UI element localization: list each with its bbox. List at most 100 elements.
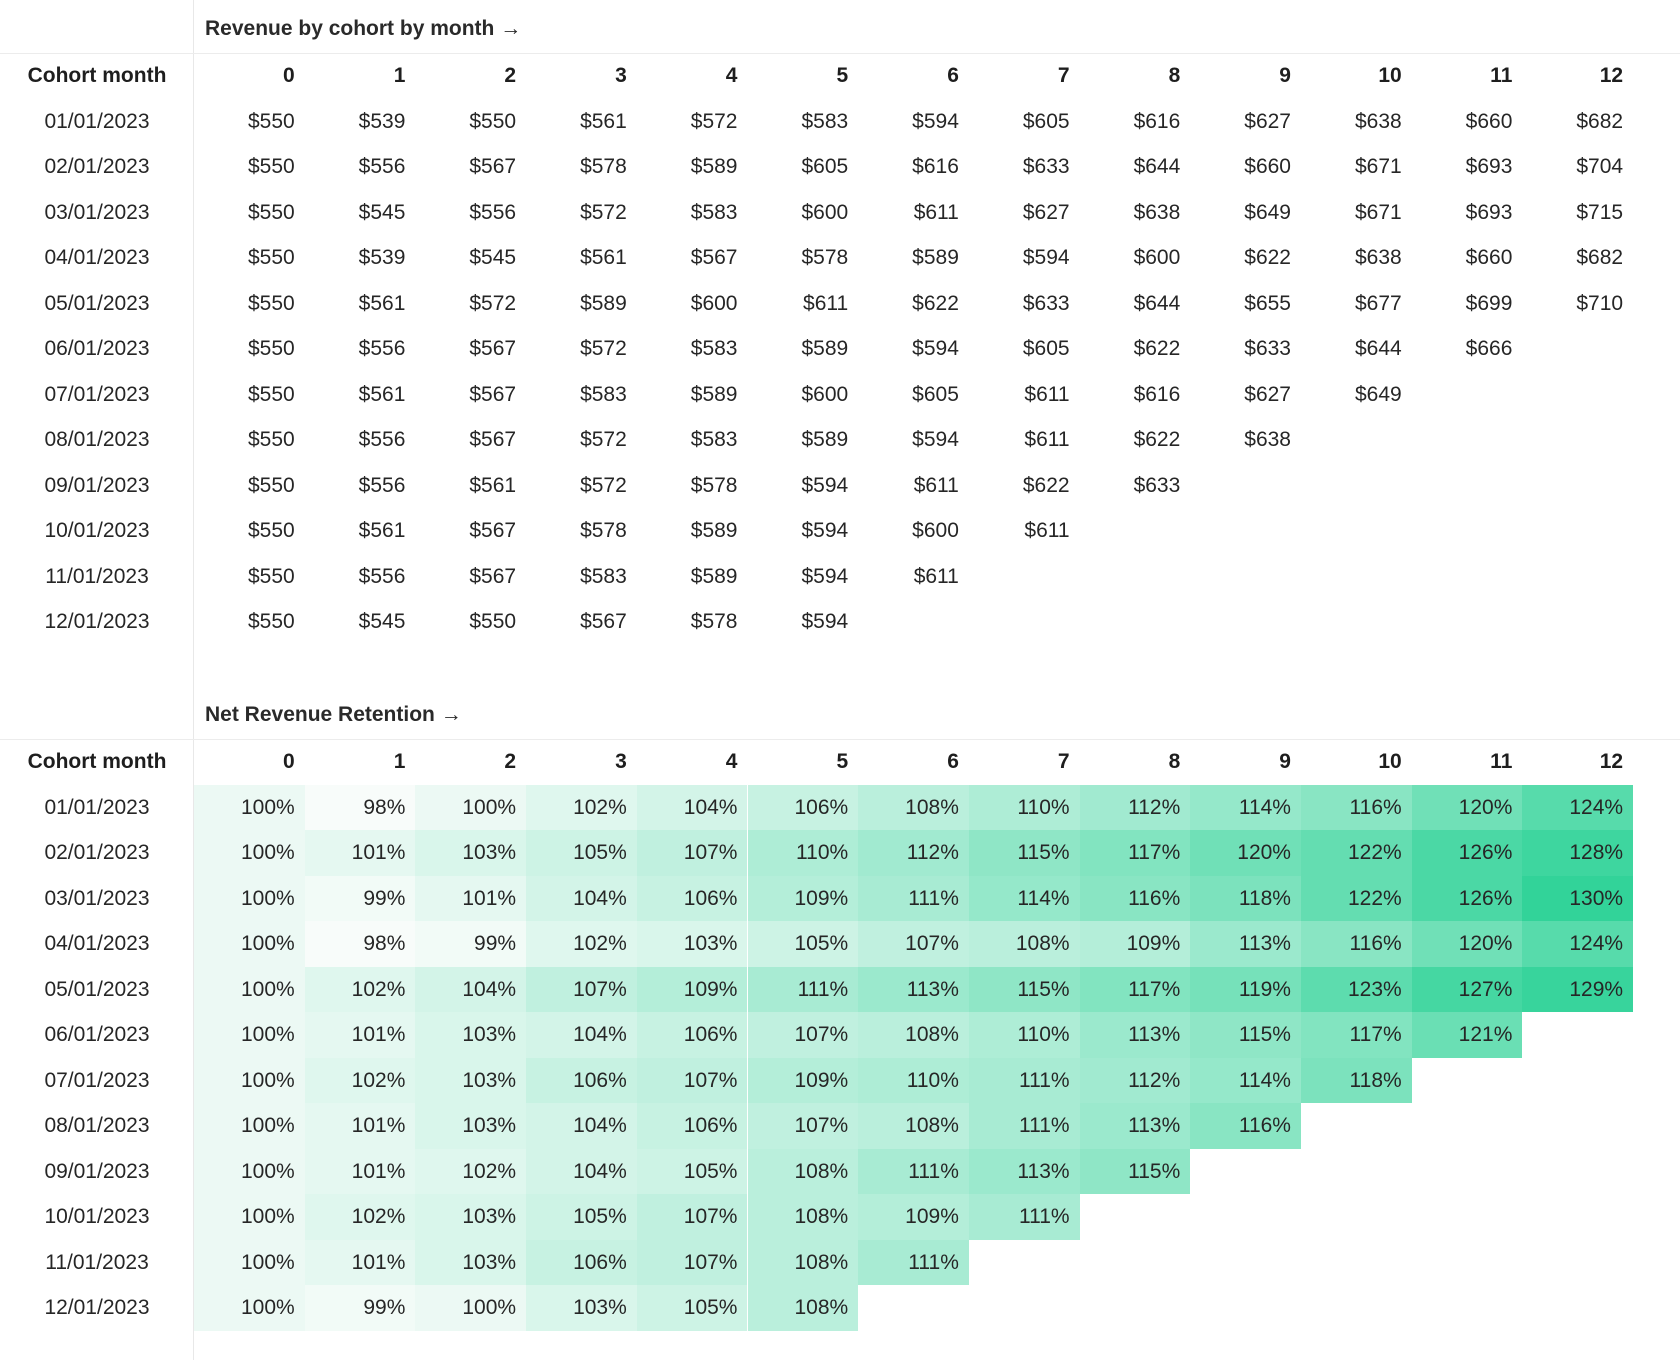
column-header[interactable]: 11 xyxy=(1490,750,1513,773)
column-header[interactable]: 5 xyxy=(836,750,849,773)
table-row: 06/01/2023 $550 $556 $567 $572 $583 $589 $594 $6… xyxy=(0,326,1680,372)
column-header[interactable]: 2 xyxy=(504,64,517,87)
revenue-cell: $539 xyxy=(358,109,406,133)
revenue-cell: $594 xyxy=(801,519,849,542)
nrr-cell: 114% xyxy=(1190,784,1301,830)
column-header[interactable]: 1 xyxy=(393,64,406,87)
revenue-cell: $567 xyxy=(469,382,517,406)
nrr-cell: 106% xyxy=(636,1012,748,1058)
cohort-label: 10/01/2023 xyxy=(44,1205,150,1228)
revenue-cell: $622 xyxy=(1022,473,1070,497)
table-row: 09/01/2023 $550 $556 $561 $572 $578 $594 $611 $6… xyxy=(0,463,1680,509)
revenue-cell: $594 xyxy=(801,564,849,588)
revenue-section-title[interactable]: Revenue by cohort by month → xyxy=(205,17,522,40)
column-header[interactable]: 11 xyxy=(1490,64,1513,87)
nrr-cell: 112% xyxy=(1079,784,1191,830)
revenue-cell: $545 xyxy=(358,200,406,224)
revenue-cell: $567 xyxy=(469,337,517,360)
cohort-month-header[interactable]: Cohort month xyxy=(27,64,167,87)
nrr-cell: 118% xyxy=(1190,875,1301,921)
column-divider xyxy=(193,0,194,1360)
column-header[interactable]: 3 xyxy=(615,64,627,87)
nrr-cell: 117% xyxy=(1079,966,1191,1012)
column-header[interactable]: 4 xyxy=(725,750,738,773)
nrr-cell: 104% xyxy=(526,1103,637,1149)
revenue-cell: $649 xyxy=(1244,200,1291,224)
revenue-cell: $550 xyxy=(469,610,517,633)
column-header[interactable]: 3 xyxy=(615,750,627,773)
cohort-label: 05/01/2023 xyxy=(44,291,150,315)
nrr-cell: 108% xyxy=(747,1239,859,1285)
column-header[interactable]: 12 xyxy=(1599,750,1624,773)
cohort-month-header[interactable]: Cohort month xyxy=(27,750,167,773)
revenue-cell: $589 xyxy=(690,382,738,406)
revenue-cell: $611 xyxy=(1024,428,1070,451)
nrr-cell: 112% xyxy=(858,830,969,876)
revenue-cell: $611 xyxy=(913,473,959,497)
nrr-cell: 101% xyxy=(304,1239,416,1285)
cohort-label: 01/01/2023 xyxy=(44,795,150,819)
nrr-cell: 111% xyxy=(858,1239,969,1285)
nrr-cell: 129% xyxy=(1522,966,1634,1012)
column-header[interactable]: 7 xyxy=(1057,750,1070,773)
revenue-cell: $572 xyxy=(690,109,738,133)
revenue-cell: $616 xyxy=(1133,109,1181,133)
column-header[interactable]: 0 xyxy=(283,64,295,87)
table-row: 05/01/2023 $550 $561 $572 $589 $600 $611 $622 $6… xyxy=(0,281,1680,327)
revenue-cell: $545 xyxy=(469,246,517,269)
column-header[interactable]: 12 xyxy=(1599,64,1624,87)
column-header[interactable]: 2 xyxy=(504,750,517,773)
nrr-cell: 114% xyxy=(1190,1057,1301,1103)
column-header[interactable]: 8 xyxy=(1168,64,1181,87)
nrr-cell: 102% xyxy=(304,1194,416,1240)
column-header[interactable]: 7 xyxy=(1057,64,1070,87)
column-header[interactable]: 6 xyxy=(947,750,959,773)
nrr-cell: 126% xyxy=(1411,830,1523,876)
nrr-cell: 116% xyxy=(1301,784,1412,830)
table-row: 02/01/2023 100% 101% 103% 105% 107% 110% 112% 11… xyxy=(0,830,1680,876)
nrr-cell: 119% xyxy=(1190,966,1301,1012)
revenue-cell: $616 xyxy=(912,155,959,178)
revenue-cell: $589 xyxy=(801,337,849,360)
column-header[interactable]: 9 xyxy=(1279,750,1291,773)
revenue-cell: $611 xyxy=(1024,382,1070,406)
column-header[interactable]: 6 xyxy=(947,64,959,87)
table-row: 04/01/2023 100% 98% 99% 102% 103% 105% 107% 108%… xyxy=(0,921,1680,967)
column-header[interactable]: 9 xyxy=(1279,64,1291,87)
nrr-cell: 100% xyxy=(194,875,305,921)
cohort-label: 10/01/2023 xyxy=(44,519,150,542)
nrr-cell: 106% xyxy=(636,875,748,921)
revenue-cell: $644 xyxy=(1133,291,1181,315)
revenue-cell: $578 xyxy=(801,246,849,269)
nrr-cell: 109% xyxy=(636,966,748,1012)
nrr-cell: 108% xyxy=(858,784,969,830)
nrr-cell: 107% xyxy=(636,1239,748,1285)
revenue-cell: $561 xyxy=(580,246,627,269)
revenue-cell: $622 xyxy=(1133,337,1181,360)
nrr-cell: 103% xyxy=(415,1239,527,1285)
nrr-header-row: Cohort month 0 1 2 3 4 5 6 7 8 9 10 11 12 xyxy=(0,739,1680,785)
revenue-cell: $583 xyxy=(801,109,849,133)
revenue-cell: $704 xyxy=(1576,155,1624,178)
column-header[interactable]: 10 xyxy=(1378,64,1402,87)
nrr-cell: 126% xyxy=(1411,875,1523,921)
column-header[interactable]: 10 xyxy=(1378,750,1402,773)
nrr-cell: 113% xyxy=(858,966,969,1012)
revenue-cell: $583 xyxy=(580,564,627,588)
nrr-cell: 111% xyxy=(968,1057,1080,1103)
column-header[interactable]: 4 xyxy=(725,64,738,87)
revenue-cell: $594 xyxy=(912,428,959,451)
table-row: 10/01/2023 $550 $561 $567 $578 $589 $594 $600 $6… xyxy=(0,508,1680,554)
revenue-cell: $627 xyxy=(1244,382,1291,406)
nrr-section-title[interactable]: Net Revenue Retention → xyxy=(205,703,462,726)
column-header[interactable]: 5 xyxy=(836,64,849,87)
column-header[interactable]: 1 xyxy=(393,750,406,773)
cohort-label: 03/01/2023 xyxy=(44,200,150,224)
column-header[interactable]: 0 xyxy=(283,750,295,773)
revenue-cell: $550 xyxy=(247,610,295,633)
revenue-cell: $605 xyxy=(801,155,849,178)
nrr-cell: 103% xyxy=(636,921,748,967)
column-header[interactable]: 8 xyxy=(1168,750,1181,773)
revenue-cell: $677 xyxy=(1354,291,1402,315)
nrr-cell: 116% xyxy=(1301,921,1412,967)
